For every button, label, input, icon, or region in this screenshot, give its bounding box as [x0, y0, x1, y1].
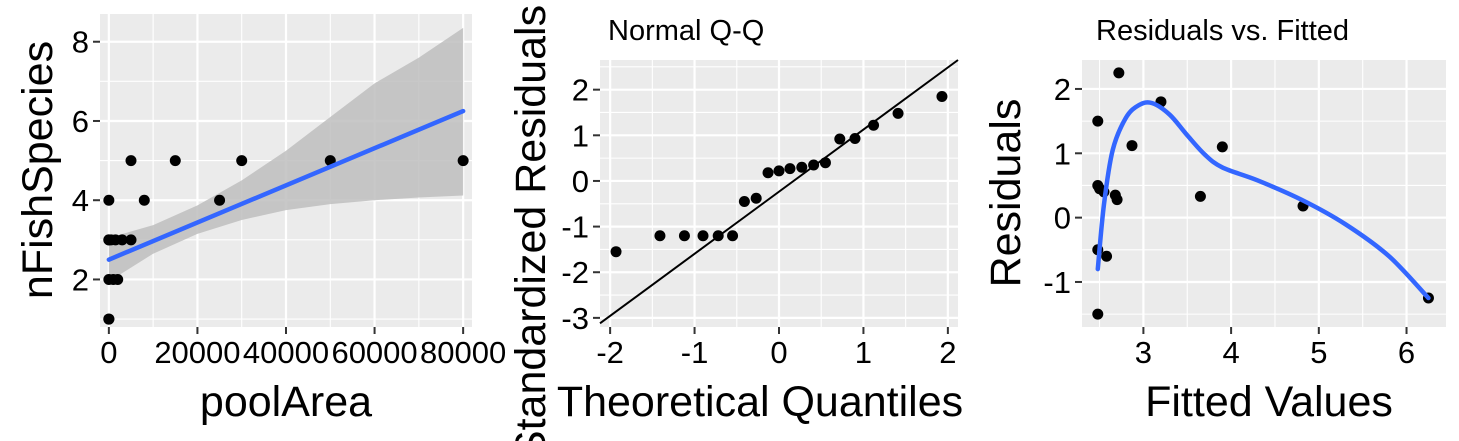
data-point [892, 107, 904, 119]
qq-reference-line [599, 59, 959, 325]
y-tick-label: 0 [1054, 201, 1071, 236]
data-point [819, 157, 831, 169]
x-tick-label: 4 [1222, 335, 1239, 370]
data-point [236, 155, 248, 167]
y-tick-label: -1 [561, 210, 589, 245]
x-axis-title: poolArea [200, 378, 372, 426]
data-point [116, 234, 128, 246]
data-point [654, 230, 666, 242]
data-point [868, 119, 880, 131]
data-point [1194, 190, 1206, 202]
x-tick-label: 80000 [420, 335, 506, 370]
data-point [750, 192, 762, 204]
data-point [784, 163, 796, 175]
data-point [936, 91, 948, 103]
data-point [738, 195, 750, 207]
data-point [138, 194, 150, 206]
data-point [773, 165, 785, 177]
y-tick-label: 1 [572, 118, 589, 153]
y-tick-label: 2 [72, 262, 89, 297]
y-tick-label: -2 [561, 255, 589, 290]
x-tick-label: -2 [596, 335, 624, 370]
plot-background [1082, 60, 1446, 327]
y-tick-label: 2 [572, 73, 589, 108]
x-tick-label: 5 [1310, 335, 1327, 370]
data-point [712, 230, 724, 242]
data-point [796, 161, 808, 173]
x-tick-label: 1 [855, 335, 872, 370]
confidence-band [108, 27, 464, 282]
data-point [1101, 250, 1113, 262]
y-tick-label: -3 [561, 301, 589, 336]
data-point [457, 155, 469, 167]
regression-line [106, 108, 466, 262]
data-point [125, 155, 137, 167]
x-tick-label: 3 [1135, 335, 1152, 370]
x-tick-label: 2 [939, 335, 956, 370]
x-tick-label: 0 [770, 335, 787, 370]
data-point [1113, 67, 1125, 79]
x-tick-label: 60000 [331, 335, 417, 370]
data-point [1216, 141, 1228, 153]
loess-smooth-line [1095, 100, 1431, 301]
y-axis-title: Residuals [982, 99, 1030, 288]
y-tick-label: 2 [1054, 72, 1071, 107]
y-tick-label: 1 [1054, 136, 1071, 171]
data-point [169, 155, 181, 167]
data-point [103, 313, 115, 325]
y-axis-title: Standardized Residuals [507, 5, 555, 441]
pool-area-scatter-panel: 0 20000 40000 60000 80000 2 4 6 8 poolArea nFishSp… [14, 14, 506, 426]
y-tick-label: 0 [572, 164, 589, 199]
data-point [834, 133, 846, 145]
plot-title: Residuals vs. Fitted [1096, 15, 1349, 47]
x-axis-title: Theoretical Quantiles [557, 378, 963, 426]
data-point [214, 194, 226, 206]
y-tick-label: 4 [72, 183, 89, 218]
y-tick-label: 8 [72, 25, 89, 60]
y-axis-title: nFishSpecies [14, 41, 62, 299]
data-point [1126, 140, 1138, 152]
data-point [678, 230, 690, 242]
data-point [849, 133, 861, 145]
x-tick-label: 0 [100, 335, 117, 370]
data-point [1111, 194, 1123, 206]
x-axis-title: Fitted Values [1145, 378, 1393, 426]
data-point [762, 167, 774, 179]
data-point [727, 230, 739, 242]
x-tick-label: -1 [681, 335, 709, 370]
data-point [1092, 115, 1104, 127]
y-tick-label: -1 [1043, 265, 1071, 300]
data-point [103, 194, 115, 206]
y-tick-label: 6 [72, 104, 89, 139]
x-tick-label: 40000 [243, 335, 329, 370]
data-point [808, 159, 820, 171]
residuals-vs-fitted-panel: 3 4 5 6 -1 0 1 2 Fitted Values Residuals Residuals… [982, 15, 1446, 426]
data-point [1092, 308, 1104, 320]
plot-title: Normal Q-Q [608, 15, 764, 47]
data-point [697, 230, 709, 242]
data-point [112, 273, 124, 285]
data-point [125, 234, 137, 246]
data-point [610, 246, 622, 258]
x-tick-label: 6 [1398, 335, 1415, 370]
x-tick-label: 20000 [154, 335, 240, 370]
